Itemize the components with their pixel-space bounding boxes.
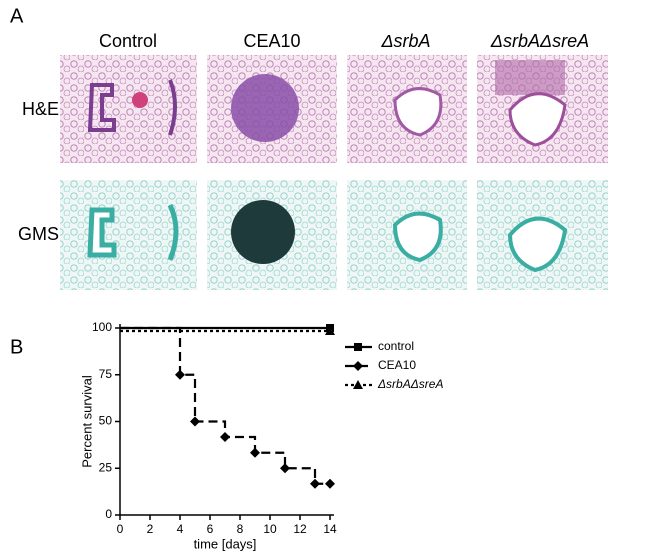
marker [175,369,185,380]
x-tick-label: 10 [263,522,277,536]
x-tick-label: 6 [207,522,214,536]
panel-label: A [10,5,24,27]
legend-label: ΔsrbAΔsreA [377,377,443,391]
column-header: Control [99,31,157,51]
x-tick-label: 14 [323,522,337,536]
marker [190,416,200,427]
y-axis-label: Percent survival [79,375,94,468]
survival-line [120,326,330,485]
y-tick-label: 25 [99,460,113,474]
x-tick-label: 2 [147,522,154,536]
marker [353,380,363,389]
column-header: ΔsrbAΔsreA [490,31,589,51]
legend-label: CEA10 [378,358,416,372]
marker [325,478,335,489]
column-header: ΔsrbA [380,31,430,51]
marker [220,432,230,443]
x-tick-label: 4 [177,522,184,536]
survival-chart: 0 25 50 75 100 0 2 4 6 8 10 12 14 time [days] Percent … [79,320,443,551]
panel-label: B [10,336,23,358]
marker [280,463,290,474]
row-label: H&E [22,99,59,119]
legend-label: control [378,339,414,353]
y-tick-label: 50 [99,414,113,428]
marker [354,343,362,351]
x-tick-label: 0 [117,522,124,536]
y-tick-label: 75 [99,367,113,381]
marker [310,478,320,489]
y-tick-label: 0 [105,507,112,521]
x-tick-label: 8 [237,522,244,536]
histology-images [60,55,608,290]
marker [250,447,260,458]
marker [353,361,363,371]
x-axis-label: time [days] [194,536,257,551]
y-tick-label: 100 [92,320,112,334]
row-label: GMS [18,224,59,244]
x-tick-label: 12 [293,522,307,536]
column-header: CEA10 [243,31,300,51]
marker [325,326,335,335]
